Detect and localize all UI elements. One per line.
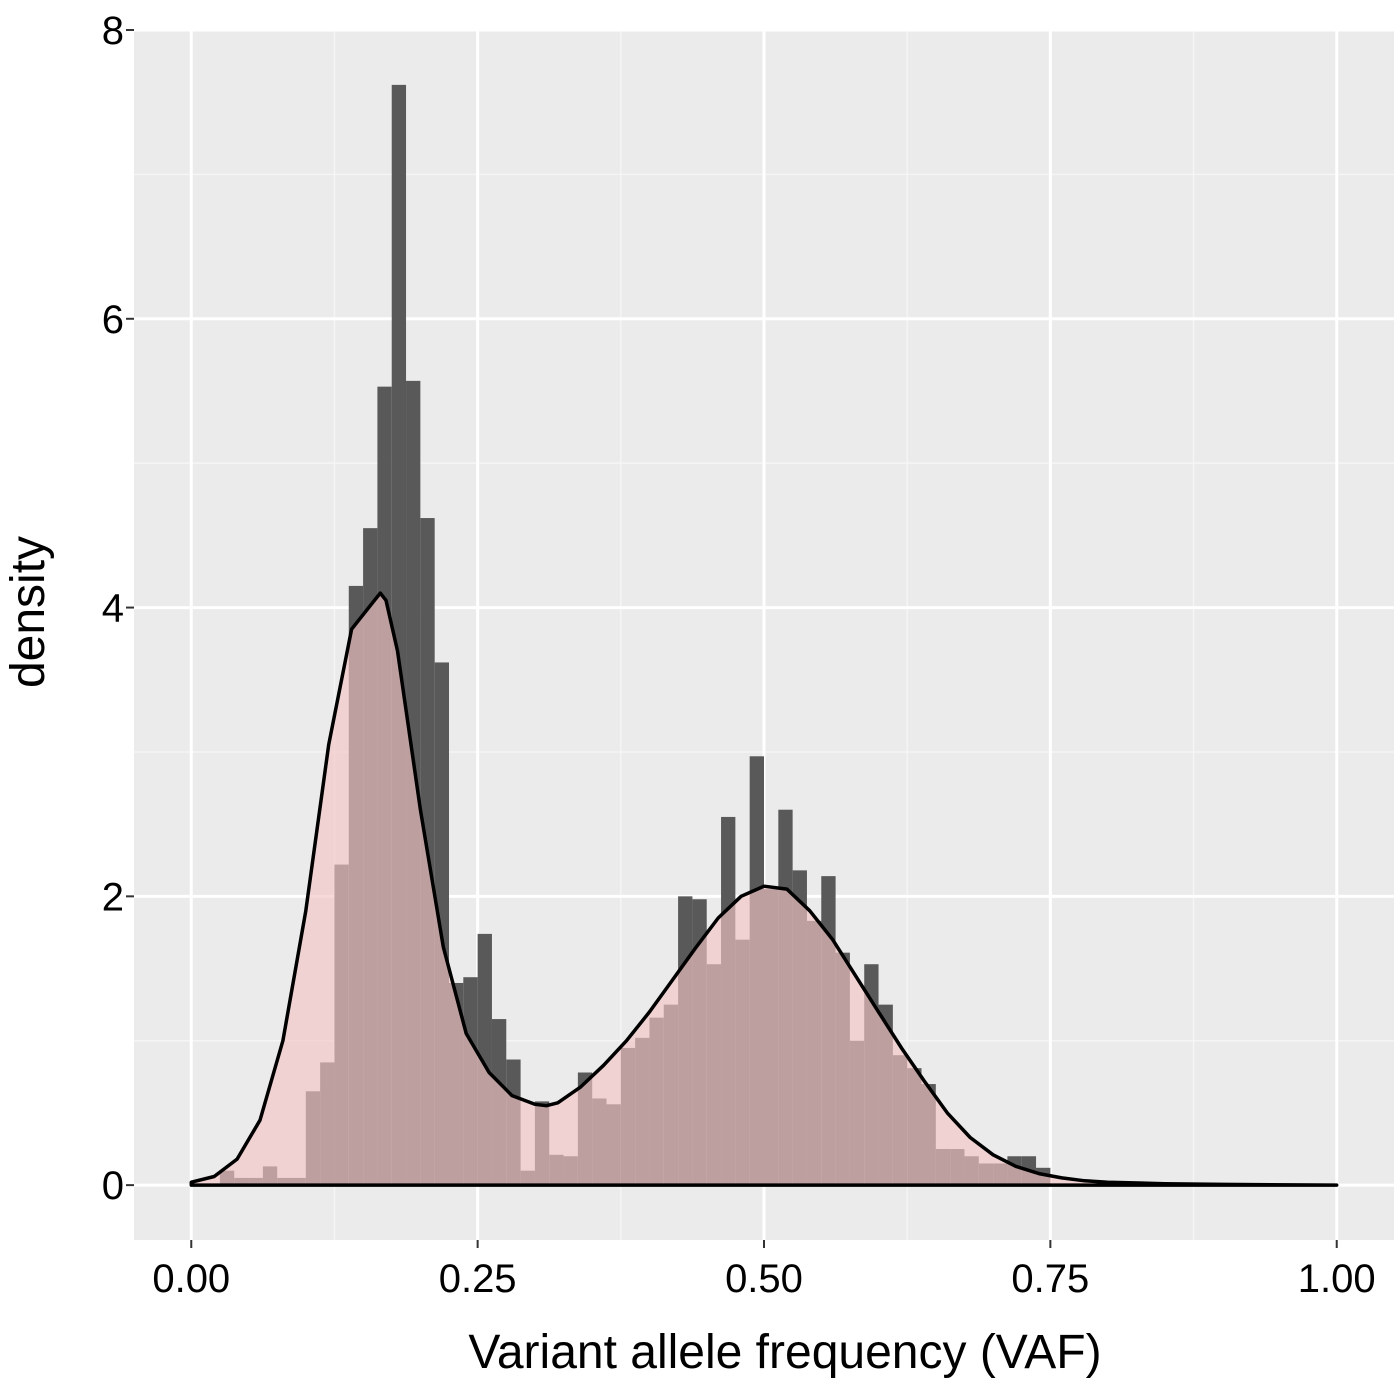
x-tick-label: 0.50 bbox=[725, 1257, 803, 1301]
density-curve-group bbox=[189, 591, 1339, 1187]
density-line bbox=[189, 591, 1339, 1187]
y-axis-title: density bbox=[2, 536, 55, 688]
x-axis-title: Variant allele frequency (VAF) bbox=[468, 1326, 1101, 1379]
x-tick-label: 0.25 bbox=[439, 1257, 517, 1301]
y-tick-label: 8 bbox=[102, 9, 124, 53]
y-tick-label: 2 bbox=[102, 875, 124, 919]
x-tick-label: 0.75 bbox=[1011, 1257, 1089, 1301]
y-tick-label: 4 bbox=[102, 587, 124, 631]
x-axis-tick-labels: 0.00 0.25 0.50 0.75 1.00 bbox=[152, 1257, 1375, 1301]
density-area bbox=[191, 593, 1337, 1186]
x-tick-label: 0.00 bbox=[152, 1257, 230, 1301]
y-axis-tick-labels: 0 2 4 6 8 bbox=[102, 9, 124, 1208]
x-tick-label: 1.00 bbox=[1298, 1257, 1376, 1301]
y-tick-label: 6 bbox=[102, 298, 124, 342]
axis-ticks bbox=[126, 29, 1338, 1248]
y-tick-label: 0 bbox=[102, 1164, 124, 1208]
